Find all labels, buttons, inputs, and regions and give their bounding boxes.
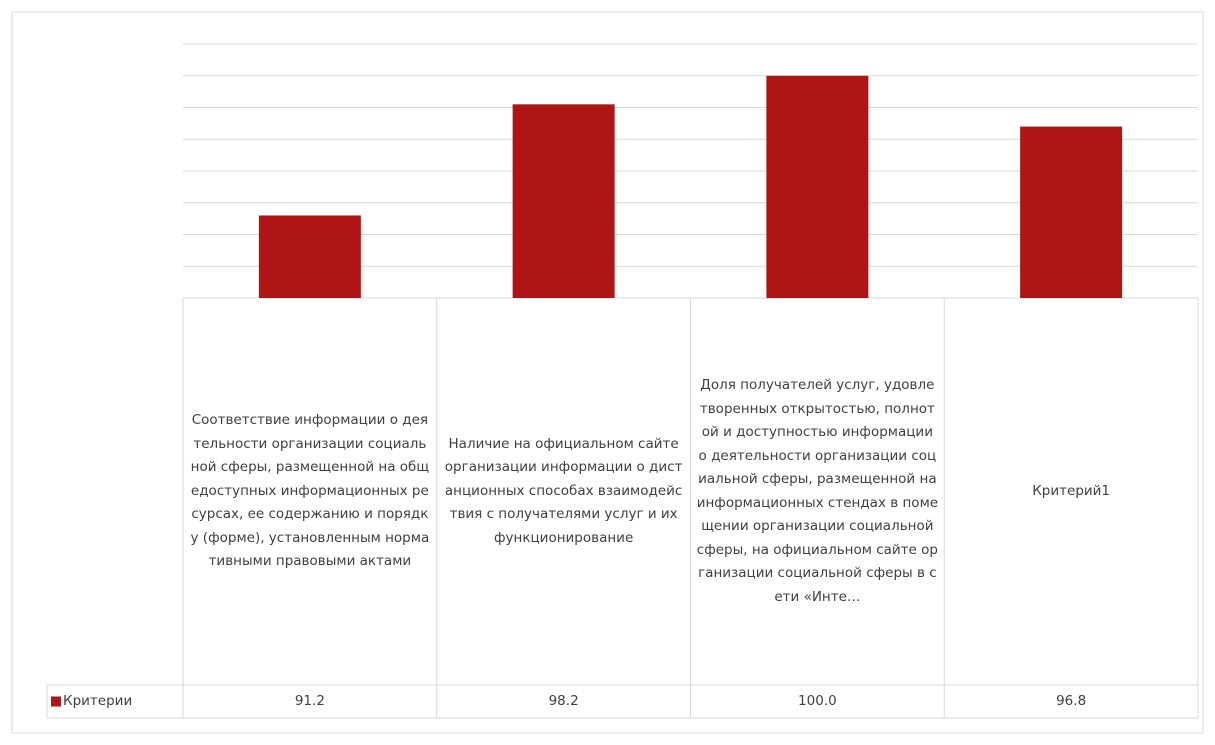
- legend-swatch: [51, 696, 61, 707]
- bar: [512, 104, 615, 298]
- bar: [1020, 126, 1123, 298]
- data-table-value: 100.0: [798, 692, 837, 709]
- data-table-value: 98.2: [548, 692, 579, 709]
- chart-frame: [11, 11, 1204, 734]
- bar: [258, 215, 361, 298]
- data-table-value: 96.8: [1056, 692, 1087, 709]
- data-table-value: 91.2: [294, 692, 325, 709]
- legend-label: Критерии: [63, 692, 133, 709]
- category-label: Критерий1: [1032, 482, 1111, 499]
- category-label: Соответствие информации о деятельности о…: [190, 412, 430, 570]
- category-label: Доля получателей услуг, удовлетворенных …: [696, 377, 939, 605]
- bar: [766, 75, 869, 298]
- category-label: Наличие на официальном сайте организации…: [444, 435, 683, 546]
